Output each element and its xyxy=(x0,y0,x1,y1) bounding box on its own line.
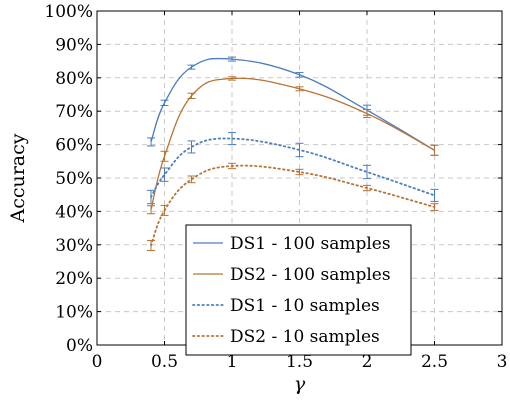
y-tick-label: 90% xyxy=(55,35,93,55)
y-tick-label: 20% xyxy=(55,269,93,289)
y-tick-label: 100% xyxy=(44,2,93,22)
y-tick-label: 0% xyxy=(66,336,93,356)
x-tick-label: 2.5 xyxy=(421,352,448,372)
y-tick-label: 10% xyxy=(55,303,93,323)
legend-label: DS1 - 100 samples xyxy=(230,234,391,254)
error-bar xyxy=(160,99,169,107)
error-bar xyxy=(295,142,304,158)
y-tick-label: 30% xyxy=(55,236,93,256)
y-tick-label: 40% xyxy=(55,202,93,222)
legend-item: DS2 - 100 samples xyxy=(193,265,391,285)
error-bar xyxy=(430,203,439,211)
x-tick-label: 1 xyxy=(227,352,238,372)
error-bar xyxy=(295,71,304,78)
x-axis-title: γ xyxy=(294,373,306,395)
error-bar xyxy=(187,175,196,184)
error-bar xyxy=(187,140,196,154)
error-bar xyxy=(147,205,155,215)
error-bar xyxy=(147,239,155,251)
y-tick-label: 60% xyxy=(55,136,93,156)
error-bar xyxy=(363,109,371,119)
error-bar xyxy=(228,162,236,170)
error-bar xyxy=(295,168,304,176)
y-axis-title: Accuracy xyxy=(7,133,29,223)
y-tick-label: 50% xyxy=(55,169,93,189)
axis-ticks: 0 0.5 1 1.5 2 2.5 30%10%20%30%40%50%60%70%80%9… xyxy=(44,2,507,372)
error-bar xyxy=(295,86,304,92)
legend-label: DS1 - 10 samples xyxy=(230,296,380,316)
x-tick-label: 0.5 xyxy=(151,352,178,372)
x-tick-label: 0 xyxy=(92,352,103,372)
series-group xyxy=(147,56,439,251)
error-bar xyxy=(228,56,236,62)
legend-item: DS1 - 10 samples xyxy=(192,296,380,316)
grid xyxy=(97,11,502,345)
x-tick-label: 2 xyxy=(362,352,373,372)
error-bar xyxy=(147,137,155,147)
error-bar xyxy=(187,92,196,100)
error-bar xyxy=(228,76,236,81)
series-line xyxy=(150,57,435,151)
error-bar xyxy=(160,167,169,182)
error-bar xyxy=(430,188,439,202)
y-tick-label: 70% xyxy=(55,102,93,122)
legend-item: DS1 - 100 samples xyxy=(193,234,391,254)
series-3 xyxy=(147,132,439,205)
legend-item: DS2 - 10 samples xyxy=(192,327,380,347)
error-bar xyxy=(363,164,371,180)
y-tick-label: 80% xyxy=(55,69,93,89)
legend: DS1 - 100 samples DS2 - 100 samples DS1 - … xyxy=(185,224,412,356)
error-bar xyxy=(363,184,371,192)
error-bar xyxy=(147,189,155,205)
error-bar xyxy=(187,64,196,70)
legend-box xyxy=(185,224,412,356)
x-tick-label: 3 xyxy=(497,352,508,372)
series-4 xyxy=(147,162,439,251)
series-line xyxy=(150,137,436,198)
series-2 xyxy=(147,76,439,215)
error-bar xyxy=(430,144,439,156)
error-bar xyxy=(228,132,236,146)
error-bar xyxy=(160,204,169,216)
error-bar xyxy=(160,150,169,162)
x-tick-label: 1.5 xyxy=(286,352,313,372)
legend-label: DS2 - 100 samples xyxy=(230,265,391,285)
series-line xyxy=(150,77,435,210)
legend-label: DS2 - 10 samples xyxy=(230,327,380,347)
